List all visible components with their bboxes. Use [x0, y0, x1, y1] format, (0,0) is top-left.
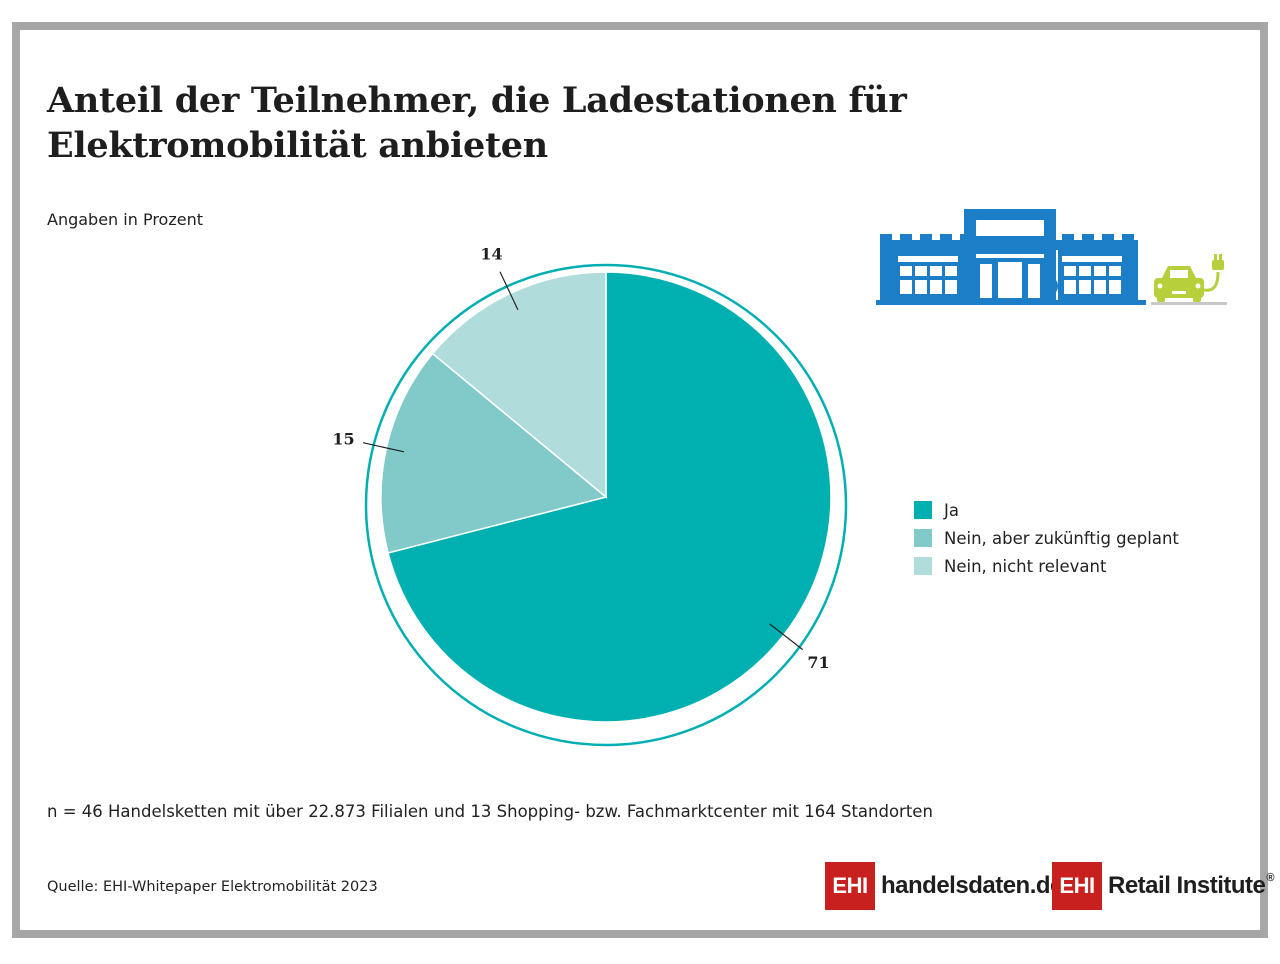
store-with-ev-charging-icon [876, 209, 1227, 305]
value-label-0: 71 [807, 653, 829, 672]
logo-wordmark: Retail Institute® [1108, 872, 1274, 900]
legend-label: Ja [944, 500, 959, 520]
legend-label: Nein, nicht relevant [944, 556, 1107, 576]
pie-outer-ring [364, 263, 848, 747]
legend-item-ja: Ja [914, 496, 1179, 524]
leader-line-1 [362, 442, 405, 453]
sample-footnote: n = 46 Handelsketten mit über 22.873 Fil… [47, 802, 933, 821]
chart-subtitle: Angaben in Prozent [47, 210, 203, 229]
logo-box: EHI [825, 862, 875, 910]
value-label-1: 15 [332, 429, 354, 448]
chart-title: Anteil der Teilnehmer, die Ladestationen… [47, 80, 907, 166]
handelsdaten-logo[interactable]: EHI handelsdaten.de [825, 862, 1063, 910]
legend-item-geplant: Nein, aber zukünftig geplant [914, 524, 1179, 552]
legend-label: Nein, aber zukünftig geplant [944, 528, 1179, 548]
value-label-2: 14 [480, 245, 502, 264]
legend-swatch [914, 529, 932, 547]
legend-swatch [914, 501, 932, 519]
legend-item-nicht-relevant: Nein, nicht relevant [914, 552, 1179, 580]
logo-box: EHI [1052, 862, 1102, 910]
logo-word-text: Retail Institute [1108, 872, 1266, 899]
source-note: Quelle: EHI-Whitepaper Elektromobilität … [47, 879, 378, 895]
leader-line-2 [499, 271, 519, 310]
chart-legend: Ja Nein, aber zukünftig geplant Nein, ni… [914, 496, 1179, 580]
logo-wordmark: handelsdaten.de [881, 872, 1063, 899]
leader-line-0 [769, 623, 804, 651]
registered-mark: ® [1266, 872, 1274, 884]
ehi-retail-institute-logo[interactable]: EHI Retail Institute® [1052, 862, 1274, 910]
legend-swatch [914, 557, 932, 575]
